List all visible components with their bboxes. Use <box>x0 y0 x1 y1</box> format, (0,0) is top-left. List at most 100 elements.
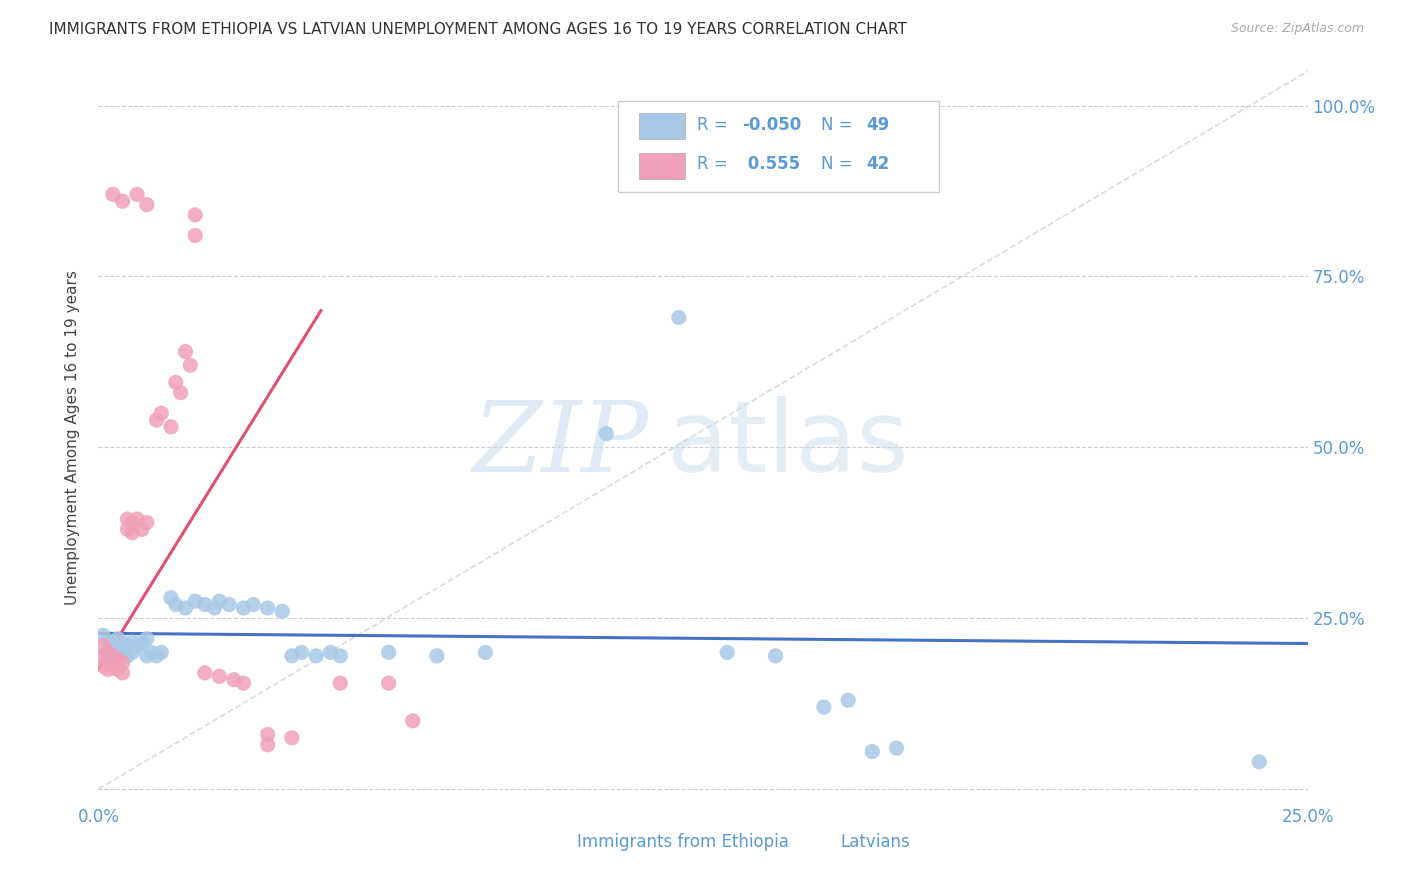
Point <box>256 601 278 615</box>
Point <box>97 645 120 659</box>
Point <box>101 639 124 653</box>
Point <box>97 645 120 659</box>
Text: -0.050: -0.050 <box>742 116 801 134</box>
Point <box>208 669 231 683</box>
Point <box>101 648 124 663</box>
Text: 49: 49 <box>866 116 890 134</box>
Point <box>150 406 173 420</box>
Point <box>837 693 859 707</box>
Text: N =: N = <box>821 116 859 134</box>
Text: 42: 42 <box>866 155 890 173</box>
Point <box>474 645 496 659</box>
Point <box>117 639 139 653</box>
Point <box>121 516 143 530</box>
FancyBboxPatch shape <box>619 101 939 192</box>
Point <box>145 413 167 427</box>
Point <box>107 642 129 657</box>
Point <box>141 645 163 659</box>
Point <box>101 187 124 202</box>
Point <box>174 344 197 359</box>
Point <box>107 652 129 666</box>
Point <box>117 522 139 536</box>
Point <box>765 648 787 663</box>
Point <box>111 665 134 680</box>
Point <box>111 194 134 209</box>
Point <box>97 635 120 649</box>
Point <box>184 594 207 608</box>
Point <box>256 738 278 752</box>
Point <box>91 659 114 673</box>
Point <box>91 628 114 642</box>
Point <box>101 659 124 673</box>
Point <box>107 663 129 677</box>
Point <box>111 635 134 649</box>
Point <box>232 676 254 690</box>
Point <box>184 208 207 222</box>
Point <box>131 522 153 536</box>
Point <box>179 359 201 373</box>
Text: ZIP: ZIP <box>472 397 648 492</box>
Point <box>208 594 231 608</box>
Point <box>91 639 114 653</box>
Point <box>160 591 183 605</box>
Point <box>169 385 191 400</box>
Point <box>194 598 217 612</box>
Point <box>329 676 352 690</box>
Point <box>135 632 157 646</box>
Point <box>91 648 114 663</box>
Point <box>204 601 226 615</box>
Point <box>232 601 254 615</box>
Text: IMMIGRANTS FROM ETHIOPIA VS LATVIAN UNEMPLOYMENT AMONG AGES 16 TO 19 YEARS CORRE: IMMIGRANTS FROM ETHIOPIA VS LATVIAN UNEM… <box>49 22 907 37</box>
Point <box>886 741 908 756</box>
Point <box>121 635 143 649</box>
Point <box>117 648 139 663</box>
Point <box>377 676 399 690</box>
Text: Immigrants from Ethiopia: Immigrants from Ethiopia <box>578 832 789 851</box>
Bar <box>797 830 831 853</box>
Text: R =: R = <box>697 155 733 173</box>
Point <box>377 645 399 659</box>
Point <box>813 700 835 714</box>
Point <box>426 648 449 663</box>
Point <box>184 228 207 243</box>
Point <box>242 598 264 612</box>
Point <box>121 645 143 659</box>
Point <box>256 727 278 741</box>
Point <box>165 598 187 612</box>
Point <box>160 420 183 434</box>
Point <box>402 714 425 728</box>
Bar <box>638 113 685 139</box>
Text: R =: R = <box>697 116 733 134</box>
Point <box>121 525 143 540</box>
Point <box>111 656 134 670</box>
Text: Latvians: Latvians <box>841 832 911 851</box>
Bar <box>534 830 568 853</box>
Point <box>218 598 240 612</box>
Point <box>127 512 149 526</box>
Point <box>111 645 134 659</box>
Text: 0.555: 0.555 <box>742 155 800 173</box>
Point <box>97 663 120 677</box>
Point <box>281 648 304 663</box>
Point <box>97 652 120 666</box>
Point <box>150 645 173 659</box>
Point <box>222 673 245 687</box>
Y-axis label: Unemployment Among Ages 16 to 19 years: Unemployment Among Ages 16 to 19 years <box>65 269 80 605</box>
Point <box>595 426 617 441</box>
Point <box>135 197 157 211</box>
Point <box>329 648 352 663</box>
Point <box>716 645 738 659</box>
Point <box>860 745 883 759</box>
Point <box>174 601 197 615</box>
Point <box>131 635 153 649</box>
Point <box>135 516 157 530</box>
Point <box>668 310 690 325</box>
Point <box>194 665 217 680</box>
Point <box>319 645 342 659</box>
Text: atlas: atlas <box>666 396 908 493</box>
Point <box>305 648 328 663</box>
Point <box>271 604 294 618</box>
Point <box>165 376 187 390</box>
Point <box>127 639 149 653</box>
Text: Source: ZipAtlas.com: Source: ZipAtlas.com <box>1230 22 1364 36</box>
